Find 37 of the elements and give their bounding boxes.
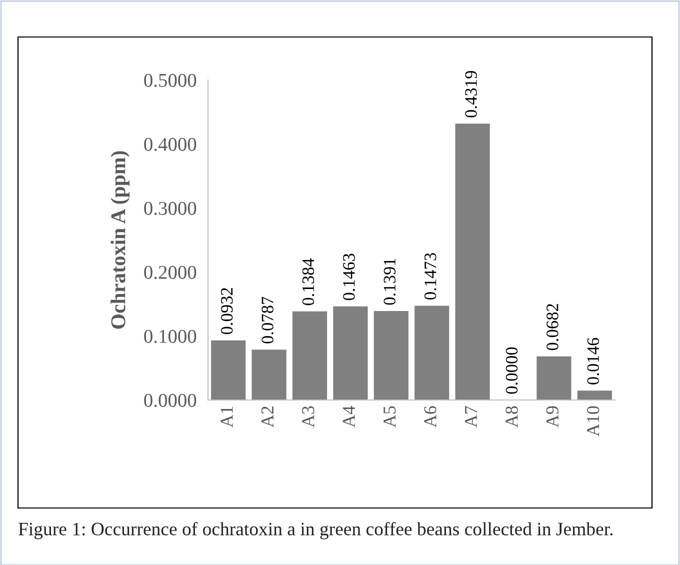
data-label: 0.0932 xyxy=(220,288,233,334)
y-tick-label: 0.4000 xyxy=(144,138,196,152)
x-tick-label: A9 xyxy=(546,406,558,428)
bar xyxy=(414,306,450,400)
y-tick-label: 0.3000 xyxy=(144,202,196,216)
bar xyxy=(536,356,572,400)
data-label: 0.0000 xyxy=(506,347,518,394)
data-label: 0.0787 xyxy=(262,296,274,344)
y-tick-label: 0.5000 xyxy=(144,74,196,88)
bar xyxy=(211,340,246,400)
x-tick-label: A5 xyxy=(384,406,396,428)
x-tick-label: A8 xyxy=(506,406,518,428)
x-tick-label: A7 xyxy=(464,406,477,428)
x-tick-label: A6 xyxy=(424,406,436,428)
bar xyxy=(577,390,612,400)
data-label: 0.4319 xyxy=(465,70,477,118)
data-label: 0.1463 xyxy=(343,254,355,300)
y-tick-label: 0.2000 xyxy=(144,266,196,280)
data-label: 0.0146 xyxy=(587,338,600,384)
x-tick-label: A1 xyxy=(220,406,233,428)
y-tick-label: 0.1000 xyxy=(144,330,196,344)
bar xyxy=(292,311,328,400)
caption: Figure 1: Occurrence of ochratoxin a in green coffee beans collected in Jember. xyxy=(18,522,613,540)
bar xyxy=(374,310,408,400)
x-tick-label: A4 xyxy=(342,406,355,428)
data-label: 0.1391 xyxy=(384,258,396,305)
data-label: 0.0682 xyxy=(546,304,558,350)
x-tick-label: A10 xyxy=(586,406,600,436)
data-label: 0.1473 xyxy=(424,253,436,300)
data-label: 0.1384 xyxy=(302,258,314,306)
y-tick-label: 0.0000 xyxy=(144,394,196,408)
y-axis-title: Ochratoxin A (ppm) xyxy=(110,151,130,329)
x-tick-label: A2 xyxy=(261,406,274,428)
bar xyxy=(333,306,368,400)
bar xyxy=(455,124,490,400)
x-tick-label: A3 xyxy=(302,406,314,428)
bar xyxy=(252,350,286,400)
